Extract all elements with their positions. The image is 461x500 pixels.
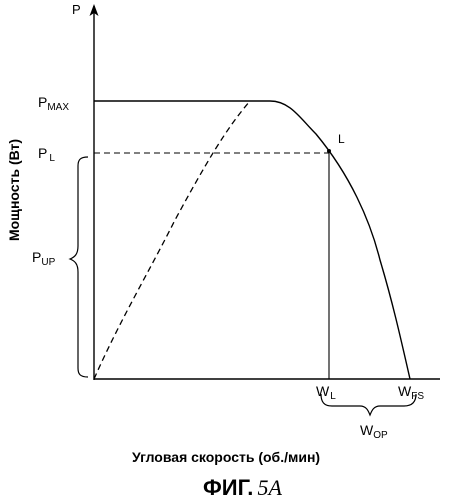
w-fs-label: WFS — [398, 383, 424, 402]
w-op-label: WOP — [360, 422, 388, 441]
w-l-label: WL — [316, 383, 336, 402]
p-up-label: PUP — [32, 249, 56, 268]
max-power-curve — [94, 101, 410, 379]
point-l-label: L — [338, 132, 345, 146]
p-l-label: PL — [38, 145, 55, 164]
p-up-brace — [70, 157, 88, 377]
point-l-marker — [327, 149, 331, 153]
partial-load-curve — [94, 101, 250, 379]
y-axis-title: Мощность (Вт) — [6, 139, 22, 241]
y-axis-symbol: P — [72, 2, 81, 17]
figure-caption: ФИГ.5A — [203, 475, 282, 500]
x-axis-title: Угловая скорость (об./мин) — [132, 449, 320, 465]
p-max-label: PMAX — [38, 94, 69, 113]
